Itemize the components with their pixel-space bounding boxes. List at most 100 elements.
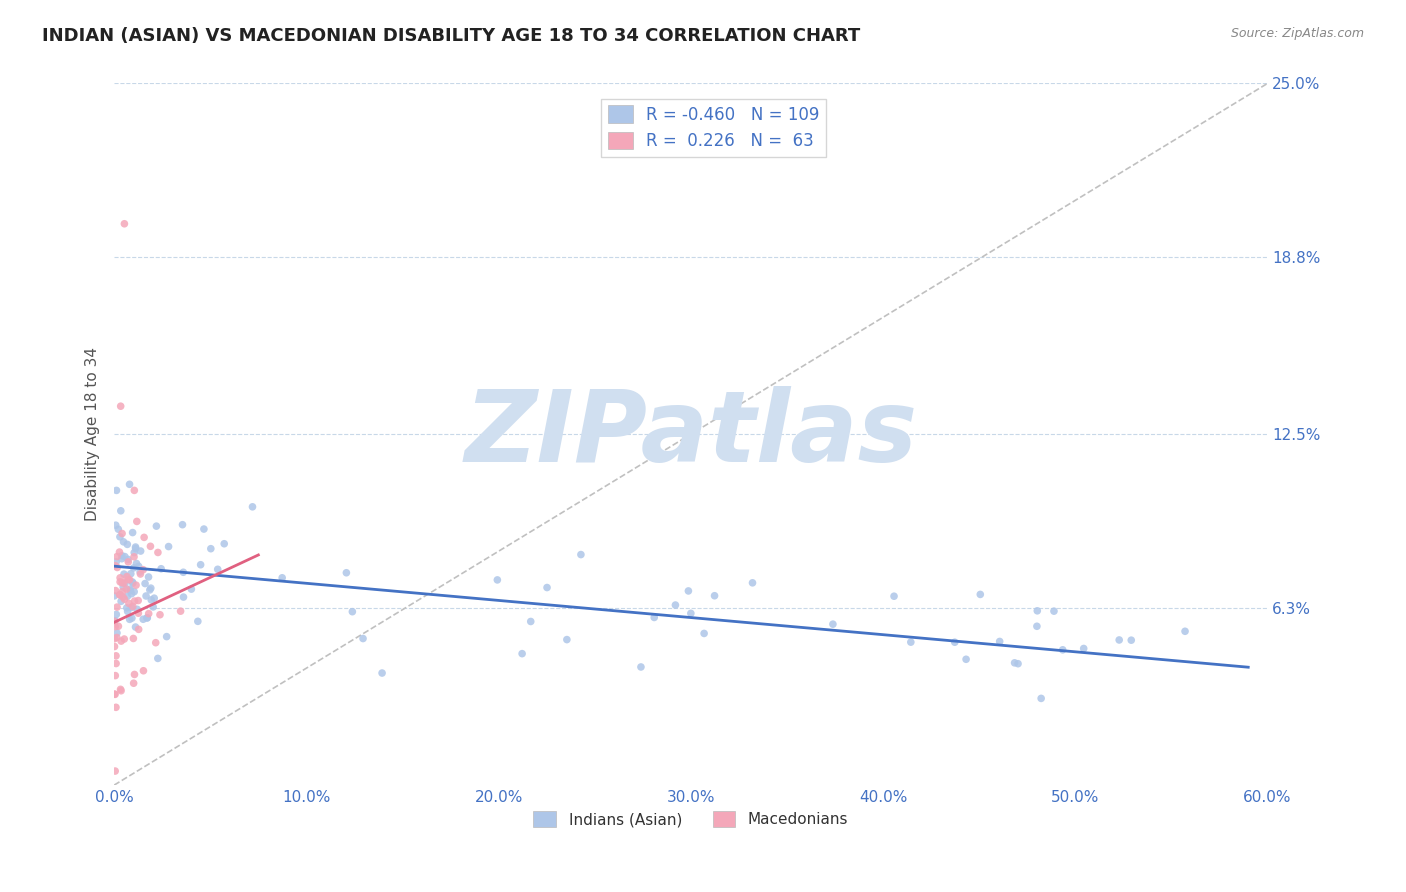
Point bbox=[145, 519, 167, 533]
Point bbox=[150, 562, 173, 576]
Point bbox=[110, 682, 132, 697]
Point bbox=[630, 660, 652, 674]
Point bbox=[132, 664, 155, 678]
Point bbox=[124, 483, 146, 498]
Point bbox=[172, 517, 194, 532]
Point bbox=[172, 566, 194, 580]
Point bbox=[122, 676, 145, 690]
Point bbox=[110, 683, 132, 698]
Point bbox=[104, 687, 127, 701]
Point bbox=[117, 537, 139, 551]
Point bbox=[108, 588, 131, 602]
Point bbox=[136, 611, 159, 625]
Point bbox=[105, 626, 128, 640]
Point bbox=[125, 515, 148, 529]
Point bbox=[821, 617, 844, 632]
Point bbox=[112, 217, 135, 231]
Point bbox=[121, 599, 143, 614]
Text: Source: ZipAtlas.com: Source: ZipAtlas.com bbox=[1230, 27, 1364, 40]
Point bbox=[486, 573, 509, 587]
Point bbox=[555, 632, 578, 647]
Point bbox=[955, 652, 977, 666]
Point bbox=[139, 582, 162, 597]
Point bbox=[352, 632, 374, 646]
Point bbox=[342, 605, 364, 619]
Point bbox=[510, 647, 533, 661]
Point bbox=[125, 557, 148, 571]
Point bbox=[988, 634, 1011, 648]
Point bbox=[124, 540, 146, 554]
Y-axis label: Disability Age 18 to 34: Disability Age 18 to 34 bbox=[86, 347, 100, 521]
Point bbox=[120, 566, 142, 581]
Point bbox=[173, 590, 195, 604]
Point bbox=[169, 604, 191, 618]
Point bbox=[121, 574, 143, 589]
Point bbox=[121, 600, 143, 615]
Point bbox=[883, 589, 905, 603]
Point bbox=[900, 635, 922, 649]
Point bbox=[156, 630, 179, 644]
Point bbox=[1025, 619, 1047, 633]
Point bbox=[1073, 641, 1095, 656]
Point bbox=[103, 632, 125, 646]
Point bbox=[679, 607, 702, 621]
Point bbox=[118, 582, 141, 596]
Point bbox=[110, 634, 132, 648]
Point bbox=[1108, 632, 1130, 647]
Point bbox=[200, 541, 222, 556]
Point bbox=[108, 571, 131, 585]
Point bbox=[110, 504, 132, 518]
Point bbox=[111, 584, 134, 599]
Point bbox=[741, 575, 763, 590]
Point bbox=[118, 596, 141, 610]
Point bbox=[108, 530, 131, 544]
Point bbox=[117, 589, 139, 603]
Point bbox=[703, 589, 725, 603]
Point bbox=[112, 632, 135, 646]
Point bbox=[157, 540, 180, 554]
Point bbox=[115, 600, 138, 615]
Point bbox=[124, 620, 146, 634]
Point bbox=[107, 522, 129, 536]
Point bbox=[124, 594, 146, 608]
Point bbox=[643, 610, 665, 624]
Point bbox=[112, 580, 135, 594]
Point bbox=[127, 602, 149, 616]
Point bbox=[105, 560, 128, 574]
Point bbox=[139, 539, 162, 553]
Point bbox=[146, 545, 169, 559]
Point bbox=[111, 575, 134, 590]
Point bbox=[1121, 633, 1143, 648]
Point bbox=[103, 589, 125, 603]
Point bbox=[112, 534, 135, 549]
Point bbox=[117, 552, 139, 566]
Point bbox=[104, 764, 127, 778]
Point bbox=[104, 700, 127, 714]
Point bbox=[1026, 604, 1049, 618]
Point bbox=[122, 549, 145, 564]
Point bbox=[117, 555, 139, 569]
Point bbox=[129, 566, 152, 581]
Point bbox=[569, 548, 592, 562]
Point bbox=[105, 555, 128, 569]
Point bbox=[1031, 691, 1053, 706]
Point bbox=[142, 599, 165, 614]
Point bbox=[104, 518, 127, 533]
Point bbox=[135, 589, 157, 603]
Point bbox=[105, 648, 128, 663]
Point bbox=[108, 545, 131, 559]
Point bbox=[129, 544, 152, 558]
Point bbox=[1004, 656, 1026, 670]
Point bbox=[132, 530, 155, 544]
Point bbox=[664, 598, 686, 612]
Point bbox=[108, 574, 131, 589]
Point bbox=[134, 576, 156, 591]
Point bbox=[103, 640, 125, 654]
Point bbox=[111, 526, 134, 541]
Point bbox=[132, 612, 155, 626]
Point bbox=[207, 562, 229, 576]
Point bbox=[129, 565, 152, 579]
Point bbox=[114, 576, 136, 591]
Point bbox=[118, 477, 141, 491]
Point bbox=[124, 667, 146, 681]
